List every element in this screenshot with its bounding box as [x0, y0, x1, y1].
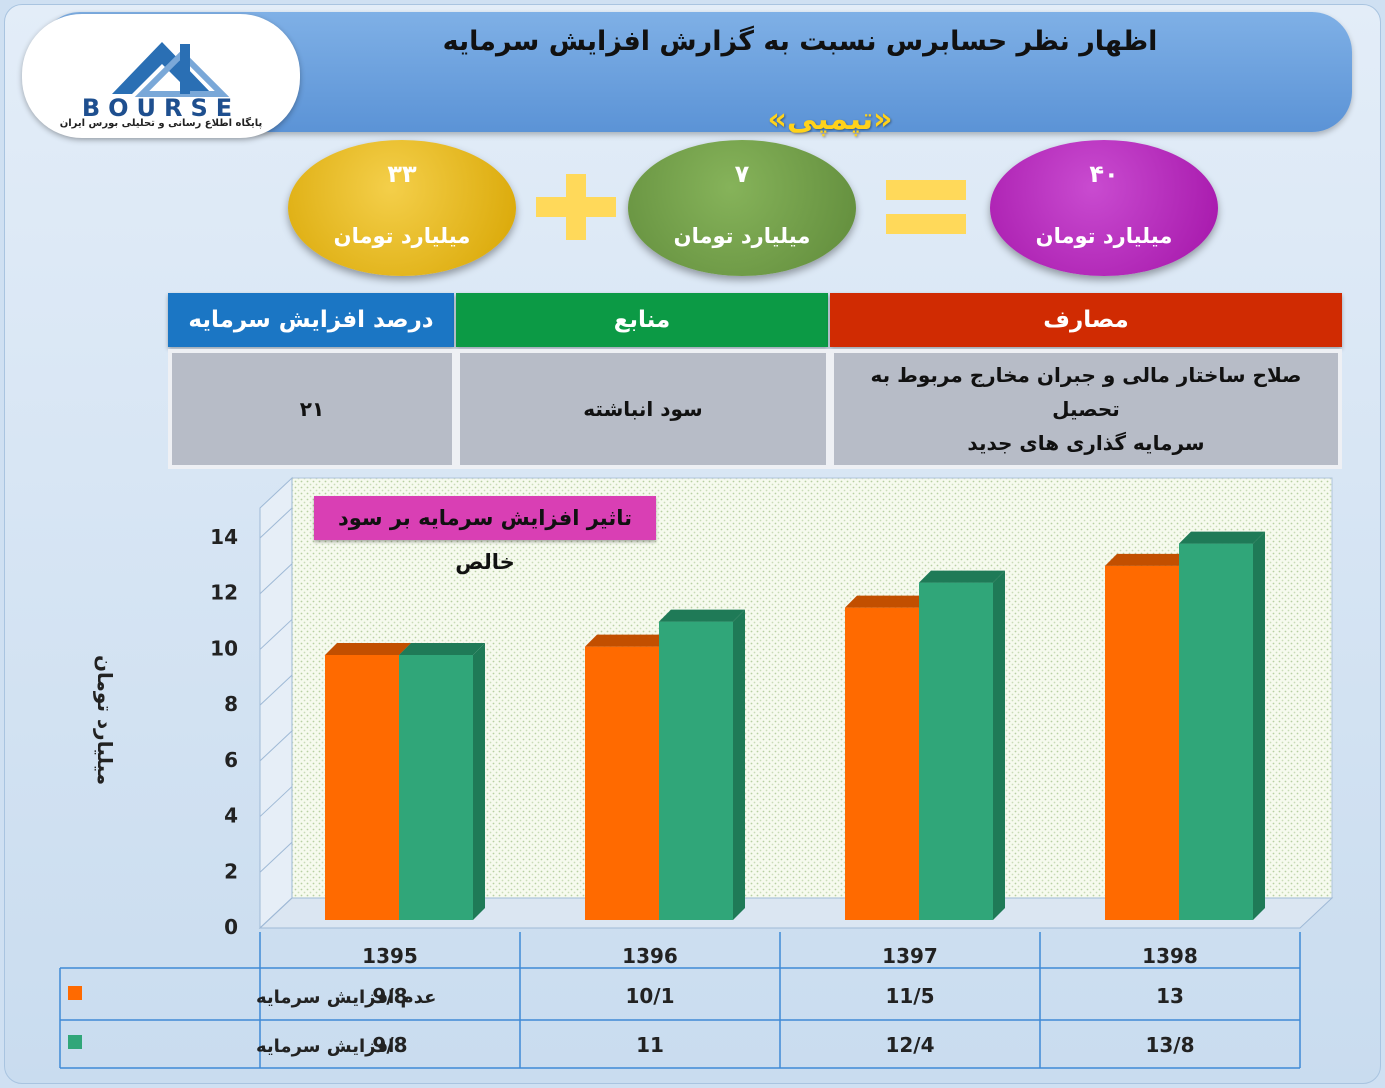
legend-swatch [68, 986, 82, 1000]
equals-icon [886, 180, 966, 234]
ellipse-middle-value: ۷ [734, 160, 750, 188]
data-label: 11/5 [885, 984, 934, 1008]
bar-front [845, 607, 919, 920]
cell-uses-line2: سرمایه گذاری های جدید [967, 431, 1205, 455]
grid-line [259, 786, 293, 817]
grid-line [259, 563, 293, 595]
bar [845, 595, 931, 920]
header-percent: درصد افزایش سرمایه [168, 293, 454, 347]
header-sources: منابع [456, 293, 828, 347]
data-label: 12/4 [885, 1033, 934, 1057]
cell-uses-line1: صلاح ساختار مالی و جبران مخارج مربوط به … [870, 363, 1302, 421]
grid-line [259, 674, 293, 706]
bar [1179, 531, 1265, 920]
bar-side [993, 570, 1005, 920]
page-title: اظهار نظر حسابرس نسبت به گزارش افزایش سر… [442, 26, 1158, 57]
y-tick-label: 10 [210, 636, 238, 660]
bar-front [659, 621, 733, 920]
chart-title: تاثیر افزایش سرمایه بر سود خالص [314, 496, 656, 574]
data-label: 13/8 [1145, 1033, 1194, 1057]
ellipse-total: ۴۰ میلیارد تومان [990, 140, 1218, 276]
bar [325, 643, 411, 920]
ellipse-left-unit: میلیارد تومان [333, 224, 471, 248]
bar-side [733, 609, 745, 920]
bar [399, 643, 485, 920]
company-name: «تپمپی» [767, 102, 893, 137]
grid-line [259, 897, 293, 929]
grid-line [259, 619, 293, 650]
data-label: 13 [1156, 984, 1184, 1008]
bar-front [1105, 565, 1179, 920]
bar-top [585, 634, 671, 647]
bar [659, 609, 745, 920]
y-tick-label: 6 [224, 748, 238, 772]
ellipse-added: ۷ میلیارد تومان [628, 140, 856, 276]
grid-line [259, 507, 293, 539]
x-tick-label: 1397 [882, 944, 938, 968]
bar-top [919, 570, 1005, 583]
bar-front [919, 582, 993, 920]
ellipse-right-value: ۴۰ [1089, 160, 1119, 188]
bar-top [1105, 553, 1191, 566]
bar-top [1179, 531, 1265, 544]
logo: BOURSE پایگاه اطلاع رسانی و تحلیلی بورس … [22, 14, 300, 138]
bar [919, 570, 1005, 920]
bar-front [399, 655, 473, 920]
bar-front [1179, 543, 1253, 920]
data-label: 11 [636, 1033, 664, 1057]
cell-sources: سود انباشته [456, 349, 830, 469]
bar-front [585, 646, 659, 920]
y-tick-label: 2 [224, 859, 238, 883]
plot-side-wall [259, 476, 293, 930]
ellipse-accumulated: ۳۳ میلیارد تومان [288, 140, 516, 276]
y-tick-label: 4 [224, 804, 238, 828]
grid-line [259, 841, 293, 873]
legend-entry: افزایش سرمایه [256, 1036, 394, 1057]
bar-side [473, 643, 485, 920]
data-label: 9/8 [372, 1033, 407, 1057]
x-tick-label: 1395 [362, 944, 418, 968]
cell-percent: ۲۱ [168, 349, 456, 469]
y-tick-label: 0 [224, 915, 238, 939]
header-uses: مصارف [830, 293, 1342, 347]
y-tick-label: 8 [224, 692, 238, 716]
bar-top [325, 643, 411, 655]
bar-side [1253, 531, 1265, 920]
logo-mark-icon [112, 42, 230, 97]
plus-icon [536, 174, 616, 240]
bar-top [399, 643, 485, 655]
bar [1105, 553, 1191, 920]
x-tick-label: 1396 [622, 944, 678, 968]
bar-front [325, 655, 399, 920]
data-label: 10/1 [625, 984, 674, 1008]
logo-text: BOURSE [81, 94, 241, 122]
bar-top [659, 609, 745, 622]
ellipse-right-unit: میلیارد تومان [1035, 224, 1173, 248]
ellipse-middle-unit: میلیارد تومان [673, 224, 811, 248]
y-axis-label: میلیارد تومان [93, 655, 117, 785]
bar-top [845, 595, 931, 608]
ellipse-left-value: ۳۳ [387, 160, 417, 188]
x-tick-label: 1398 [1142, 944, 1198, 968]
data-label: 9/8 [372, 984, 407, 1008]
logo-tagline: پایگاه اطلاع رسانی و تحلیلی بورس ایران [59, 118, 263, 129]
legend-swatch [68, 1035, 82, 1049]
y-tick-label: 14 [210, 525, 238, 549]
bar [585, 634, 671, 920]
cell-uses: صلاح ساختار مالی و جبران مخارج مربوط به … [830, 349, 1342, 469]
grid-line [259, 730, 293, 762]
legend-entry: عدم افزایش سرمایه [256, 987, 436, 1008]
y-tick-label: 12 [210, 581, 238, 605]
